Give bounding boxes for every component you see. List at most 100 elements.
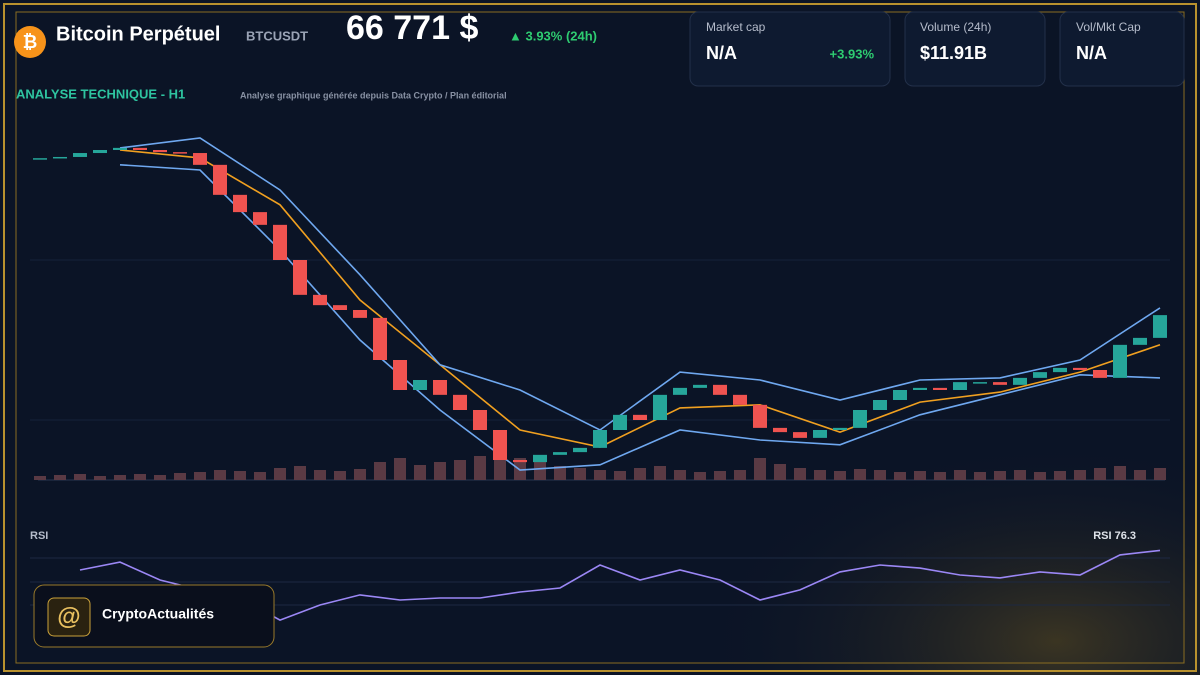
frame (3, 3, 1197, 672)
volume-bar (454, 460, 466, 480)
candle (213, 164, 227, 195)
candle (1033, 372, 1047, 378)
candle (493, 430, 507, 460)
candle (433, 380, 447, 395)
volume-bar (1094, 468, 1106, 480)
candle (853, 410, 867, 428)
candle (1073, 367, 1087, 370)
volume-bar (154, 475, 166, 480)
volume-bar (734, 470, 746, 480)
volume-bar (574, 468, 586, 480)
candle (453, 394, 467, 410)
volume-bar (74, 474, 86, 480)
candle (1013, 377, 1027, 385)
volume-bar (834, 471, 846, 480)
candle (613, 414, 627, 430)
volume-bar (654, 466, 666, 480)
candle (233, 194, 247, 213)
volume-bar (54, 475, 66, 480)
candle (633, 414, 647, 420)
volume-bar (1014, 470, 1026, 480)
candle (713, 384, 727, 395)
volume-bar (814, 470, 826, 480)
volume-bar (914, 471, 926, 480)
candle (673, 387, 687, 395)
candle (333, 305, 347, 310)
candle (553, 452, 567, 455)
candle (973, 382, 987, 384)
btc-symbol: ₿ (23, 32, 38, 52)
volume-bar (534, 462, 546, 480)
stat-value: N/A (706, 43, 737, 63)
candle (1153, 315, 1167, 338)
volume-bar (354, 469, 366, 480)
volume-bar (1034, 472, 1046, 480)
volume-bar (974, 472, 986, 480)
volume-bar (554, 466, 566, 480)
volume-bar (894, 472, 906, 480)
volume-bar (954, 470, 966, 480)
volume-bar (614, 471, 626, 480)
candle (33, 158, 47, 160)
volume-bar (854, 469, 866, 480)
volume-bar (1134, 470, 1146, 480)
candle (893, 390, 907, 400)
candle (593, 430, 607, 448)
candle (513, 460, 527, 463)
candle (313, 294, 327, 306)
line (119, 137, 1161, 431)
candle (1133, 337, 1147, 345)
rsi-title: RSI (30, 530, 48, 542)
candle (753, 404, 767, 428)
volume-bar (714, 471, 726, 480)
volume-bar (1154, 468, 1166, 480)
volume-bar (434, 462, 446, 480)
volume-bar (234, 471, 246, 480)
candle (413, 380, 427, 390)
candle (473, 410, 487, 430)
stat-label: Volume (24h) (920, 20, 991, 34)
candle (373, 317, 387, 360)
volume-bar (754, 458, 766, 480)
volume-bar (294, 466, 306, 480)
volume-bar (254, 472, 266, 480)
volume-bar (274, 468, 286, 480)
candle (53, 156, 67, 159)
candle (993, 382, 1007, 385)
volume-bar (134, 474, 146, 480)
section-subtitle: Analyse graphique générée depuis Data Cr… (240, 90, 507, 100)
candle (153, 150, 167, 153)
candle (393, 360, 407, 390)
candle (933, 387, 947, 390)
btc-icon (14, 26, 46, 58)
candle (793, 432, 807, 438)
stat-value: $11.91B (920, 43, 987, 63)
stat-extra: +3.93% (830, 46, 875, 61)
volume-bar (314, 470, 326, 480)
candle (253, 212, 267, 225)
volume-bar (174, 473, 186, 480)
candle (93, 150, 107, 154)
candle (1053, 367, 1067, 373)
candle (293, 260, 307, 295)
brand-badge (33, 584, 275, 648)
volume-bar (414, 465, 426, 480)
volume-bar (374, 462, 386, 480)
candle (573, 447, 587, 453)
volume-bar (594, 470, 606, 480)
volume-bar (214, 470, 226, 480)
candle (653, 394, 667, 420)
candle (873, 400, 887, 410)
brand-name: CryptoActualités (102, 606, 214, 622)
volume-bar (1114, 466, 1126, 480)
stat-card (689, 11, 891, 87)
candle (113, 147, 127, 150)
volume-bar (34, 476, 46, 480)
line (119, 149, 1161, 448)
candle (693, 384, 707, 388)
title: Bitcoin Perpétuel (56, 23, 220, 45)
volume-bar (634, 468, 646, 480)
candle (353, 310, 367, 318)
